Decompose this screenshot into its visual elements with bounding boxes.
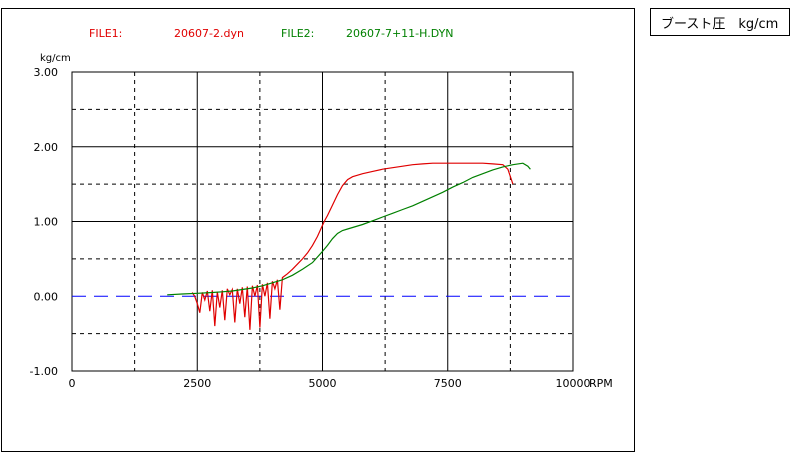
legend-file1-name: 20607-2.dyn	[174, 27, 244, 40]
legend-file1-label: FILE1:	[89, 27, 122, 40]
series-line-1	[191, 162, 514, 330]
x-tick-label: 10000	[556, 377, 591, 390]
y-tick-label: -1.00	[30, 365, 58, 378]
y-tick-label: 3.00	[34, 66, 59, 79]
x-axis-label: RPM	[589, 377, 613, 390]
series-line-2	[167, 162, 531, 296]
plot-border	[71, 71, 574, 372]
y-axis-unit-label: kg/cm	[40, 53, 71, 64]
x-tick-label: 7500	[434, 377, 462, 390]
boost-pressure-chart: FILE1: 20607-2.dyn FILE2: 20607-7+11-H.D…	[30, 27, 613, 390]
legend-file2-label: FILE2:	[281, 27, 314, 40]
panel-title-box: ブースト圧 kg/cm	[650, 8, 790, 36]
panel-title: ブースト圧 kg/cm	[661, 16, 779, 32]
y-tick-label: 0.00	[34, 290, 59, 303]
x-tick-label: 2500	[183, 377, 211, 390]
chart-frame: FILE1: 20607-2.dyn FILE2: 20607-7+11-H.D…	[1, 8, 635, 452]
x-tick-label: 5000	[309, 377, 337, 390]
y-tick-label: 1.00	[34, 216, 59, 229]
y-tick-label: 2.00	[34, 141, 59, 154]
x-tick-label: 0	[69, 377, 76, 390]
legend-file2-name: 20607-7+11-H.DYN	[346, 27, 454, 40]
